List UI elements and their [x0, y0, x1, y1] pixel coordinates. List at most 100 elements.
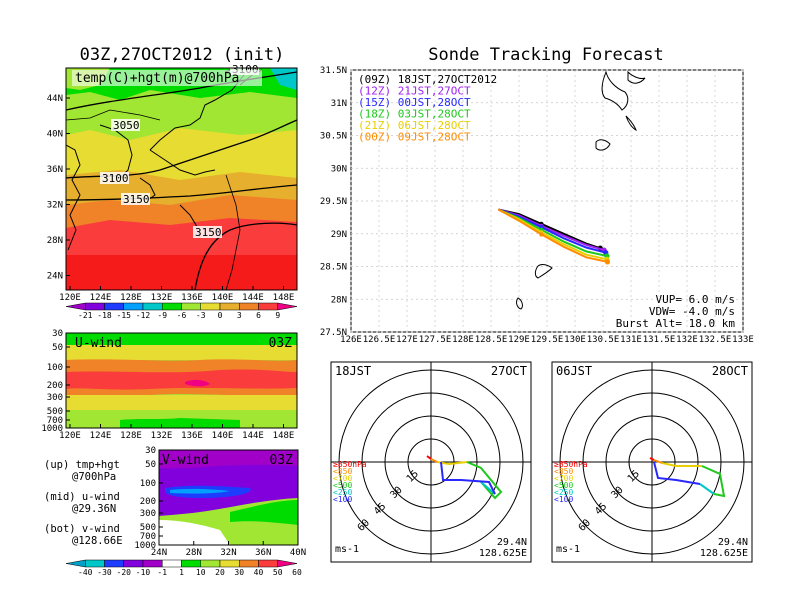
side-legend-line: (up) tmp+hgt: [44, 459, 120, 471]
colorbar-swatch: [65, 302, 86, 311]
lon-tick-label: 132E: [151, 293, 173, 303]
lon-tick-label: 136E: [181, 431, 203, 441]
colorbar-label: 0: [218, 311, 223, 320]
lon-tick-label: 148E: [273, 431, 295, 441]
level-legend: <700: [333, 474, 352, 483]
track-midpoint: [539, 232, 544, 237]
pressure-tick-label: 700: [140, 532, 156, 542]
forecast-lon-ticks: 126E 126.5E 127E 127.5E 128E 128.5E 129E 129.5E…: [340, 335, 754, 345]
lon-tick-label: 136E: [181, 293, 203, 303]
colorbar-swatch: [258, 302, 278, 311]
lon-tick-label: 120E: [59, 293, 81, 303]
colorbar-label: -6: [177, 311, 187, 320]
param-burst: Burst Alt= 18.0 km: [616, 317, 736, 330]
hodograph-segment: [661, 462, 702, 467]
lon-tick-label: 130E: [564, 335, 586, 345]
level-legend: <250: [333, 488, 352, 497]
pressure-tick-label: 700: [47, 416, 63, 426]
pressure-tick-label: 200: [140, 497, 156, 507]
colorbar-label: 3: [237, 311, 242, 320]
pressure-tick-label: 500: [140, 523, 156, 533]
lat-tick-label: 29.5N: [320, 197, 347, 207]
side-legend-line: @700hPa: [72, 471, 116, 483]
colorbar-swatch: [181, 302, 201, 311]
pressure-tick-label: 50: [52, 343, 63, 353]
map-lon-ticks: 120E 124E 128E 132E 136E 140E 144E 148E: [59, 286, 294, 303]
lon-tick-label: 144E: [242, 293, 264, 303]
colorbar-label: 6: [256, 311, 261, 320]
polar-unit: ms-1: [335, 544, 359, 555]
lon-tick-label: 128.5E: [475, 335, 508, 345]
hodograph-segment: [699, 483, 715, 495]
polar-date: 28OCT: [712, 364, 748, 378]
u-panel-label: U-wind: [75, 336, 122, 351]
lon-tick-label: 126.5E: [363, 335, 396, 345]
level-legend: <500: [333, 481, 352, 490]
side-legend-line: (bot) v-wind: [44, 523, 120, 535]
pressure-tick-label: 300: [140, 509, 156, 519]
colorbar-label: 50: [273, 568, 283, 577]
polar-date: 27OCT: [491, 364, 527, 378]
legend-entry: (00Z) 09JST,28OCT: [358, 131, 471, 144]
param-vup: VUP= 6.0 m/s: [656, 293, 735, 306]
hodograph-segment: [440, 461, 496, 495]
contour-label: 3150: [123, 193, 150, 206]
colorbar-swatch: [104, 302, 124, 311]
temp-field: [66, 68, 297, 290]
colorbar-label: -18: [97, 311, 112, 320]
colorbar-label: -21: [78, 311, 93, 320]
level-legend: <700: [554, 474, 573, 483]
forecast-lat-ticks: 31.5N 31N 30.5N 30N 29.5N 29N 28.5N 28N 27.5N: [320, 66, 347, 338]
lat-tick-label: 44N: [47, 94, 63, 104]
colorbar-swatch: [123, 302, 144, 311]
lat-tick-label: 31.5N: [320, 66, 347, 76]
lon-tick-label: 131E: [620, 335, 642, 345]
map-lat-ticks: 44N 40N 36N 32N 28N 24N: [47, 94, 70, 282]
hodograph-segment: [701, 465, 726, 498]
hodograph-segment: [480, 481, 496, 495]
lon-tick-label: 127E: [396, 335, 418, 345]
colorbar-swatch: [200, 302, 221, 311]
lon-tick-label: 127.5E: [419, 335, 452, 345]
lon-tick-label: 124E: [90, 431, 112, 441]
map-label-bg: [72, 70, 262, 86]
lon-tick-label: 140E: [212, 431, 234, 441]
v-wind-field: [159, 450, 298, 545]
track-line: [497, 208, 608, 261]
level-legend: <100: [554, 495, 573, 504]
polar-time: 06JST: [556, 364, 592, 378]
colorbar-swatch: [219, 302, 240, 311]
lon-tick-label: 128E: [452, 335, 474, 345]
colorbar-swatch: [85, 559, 105, 568]
level-legend: ≥850hPa: [333, 460, 367, 469]
hodograph-segment: [653, 461, 701, 485]
lat-tick-label: 24N: [47, 272, 63, 282]
lat-tick-label: 32N: [47, 201, 63, 211]
pressure-tick-label: 1000: [41, 424, 63, 434]
lon-tick-label: 144E: [242, 431, 264, 441]
lat-tick-label: 31N: [331, 99, 347, 109]
left-panel-title: 03Z,27OCT2012 (init): [80, 45, 285, 65]
polar-lon: 128.625E: [479, 548, 527, 559]
hodograph-segment: [426, 455, 432, 460]
polar-time: 18JST: [335, 364, 371, 378]
colorbar-swatch: [219, 559, 240, 568]
temp-colorbar: -21 -18 -15 -12 -9 -6 -3 0 3 6 9: [65, 302, 298, 320]
legend-entry: (18Z) 03JST,28OCT: [358, 108, 471, 121]
colorbar-swatch: [162, 559, 182, 568]
lon-tick-label: 128E: [120, 293, 142, 303]
colorbar-swatch: [258, 559, 278, 568]
lat-tick-label: 28N: [331, 295, 347, 305]
param-vdw: VDW= -4.0 m/s: [649, 305, 735, 318]
lon-tick-label: 148E: [273, 293, 295, 303]
colorbar-label: -12: [136, 311, 151, 320]
pressure-tick-label: 100: [47, 363, 63, 373]
lon-tick-label: 129E: [508, 335, 530, 345]
lon-tick-label: 132E: [151, 431, 173, 441]
polar-lon: 128.625E: [700, 548, 748, 559]
colorbar-label: -1: [157, 568, 167, 577]
colorbar-label: 20: [215, 568, 225, 577]
lon-tick-label: 131.5E: [643, 335, 676, 345]
